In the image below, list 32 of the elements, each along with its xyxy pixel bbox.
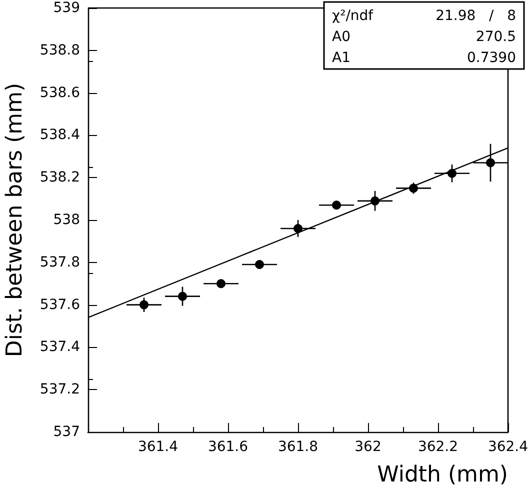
- y-tick-label: 538.8: [40, 42, 80, 58]
- x-tick-label: 362: [354, 439, 382, 455]
- y-tick-label: 538.4: [40, 127, 80, 144]
- point: [294, 224, 302, 233]
- text: A0 270.5: [332, 29, 516, 45]
- x-axis-title: Width (mm): [377, 462, 508, 488]
- point: [332, 200, 341, 210]
- y-tick-label: 538.2: [40, 170, 80, 186]
- point: [140, 300, 148, 310]
- y-tick-label: 538: [53, 212, 80, 228]
- text: A1 0.7390: [332, 50, 516, 66]
- x-tick-label: 362.2: [418, 439, 458, 455]
- y-axis-title: Dist. between bars (mm): [2, 82, 28, 358]
- point: [216, 279, 226, 288]
- y-tick-label: 537.2: [40, 382, 80, 398]
- point: [370, 196, 380, 206]
- y-tick-label: 538.6: [40, 84, 80, 101]
- y-tick-label: 537: [53, 424, 80, 440]
- y-tick-label: 539: [53, 0, 80, 16]
- y-tick-label: 537.8: [40, 254, 80, 270]
- point: [409, 184, 418, 193]
- text: χ²/ndf 21.98 / 8: [332, 8, 516, 24]
- point: [448, 168, 456, 178]
- x-tick-label: 362.4: [488, 439, 528, 455]
- x-tick-label: 361.6: [208, 439, 248, 455]
- point: [486, 158, 495, 168]
- point: [178, 292, 187, 301]
- point: [255, 260, 264, 270]
- y-tick-label: 537.6: [40, 296, 80, 313]
- y-tick-label: 537.4: [40, 339, 80, 356]
- x-tick-label: 361.4: [138, 439, 178, 455]
- x-tick-label: 361.8: [278, 439, 318, 455]
